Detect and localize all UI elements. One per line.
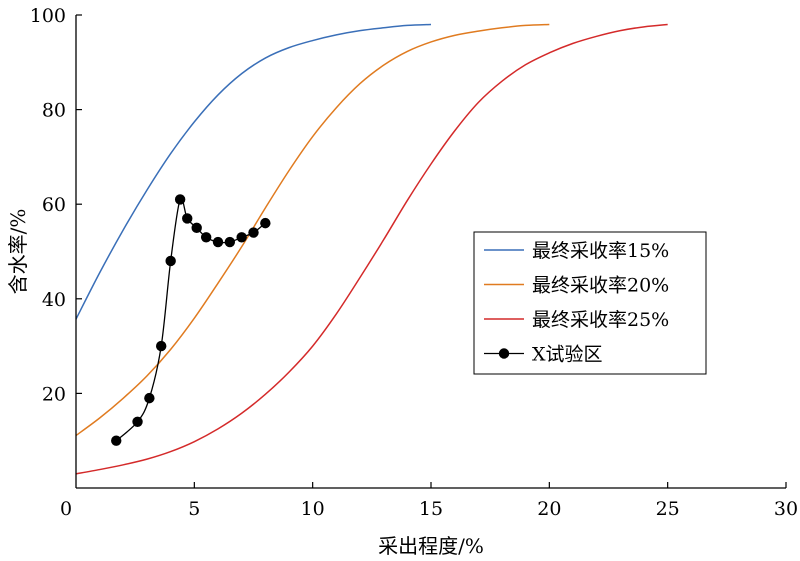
x-tick-label: 30	[774, 498, 798, 520]
y-tick-label: 80	[42, 100, 66, 122]
x-ticks: 0 5 10 15 20 25 30	[60, 482, 798, 520]
legend-marker	[498, 348, 510, 359]
data-point	[111, 435, 122, 446]
legend-label: 最终采收率15%	[532, 240, 669, 262]
data-point	[236, 232, 247, 243]
data-point	[156, 340, 167, 352]
x-tick-label: 0	[60, 498, 72, 520]
data-point	[260, 217, 271, 229]
axes: 0 5 10 15 20 25 30 20 40 60 80 100	[30, 5, 798, 520]
data-point	[144, 392, 155, 404]
plot-area	[75, 23, 668, 475]
legend-label: 最终采收率25%	[532, 309, 669, 331]
x-tick-label: 15	[419, 498, 443, 520]
x-tick-label: 10	[301, 498, 325, 520]
data-point	[200, 232, 212, 243]
data-point	[212, 236, 224, 248]
series-line-1	[75, 23, 550, 437]
y-tick-label: 100	[30, 5, 66, 27]
data-point	[191, 222, 202, 234]
x-tick-label: 25	[656, 498, 680, 520]
x-tick-label: 5	[188, 498, 200, 520]
legend-box	[473, 231, 707, 375]
x-tick-label: 20	[537, 498, 561, 520]
y-tick-label: 60	[42, 194, 66, 216]
data-point	[182, 213, 193, 224]
legend-label: 最终采收率20%	[532, 275, 669, 297]
y-tick-label: 40	[42, 289, 66, 311]
data-point	[224, 236, 236, 248]
series-line-2	[75, 23, 668, 475]
y-axis-title: 含水率/%	[6, 209, 30, 295]
series-line-0	[75, 23, 432, 320]
x-axis-title: 采出程度/%	[378, 534, 484, 558]
data-point	[165, 255, 176, 267]
data-point	[132, 416, 143, 427]
y-tick-label: 20	[42, 383, 66, 405]
legend-label: X试验区	[532, 344, 603, 366]
legend: 最终采收率15% 最终采收率20% 最终采收率25% X试验区	[473, 231, 707, 375]
data-point	[174, 194, 186, 205]
data-point	[248, 227, 259, 238]
y-ticks: 20 40 60 80 100	[30, 5, 82, 405]
